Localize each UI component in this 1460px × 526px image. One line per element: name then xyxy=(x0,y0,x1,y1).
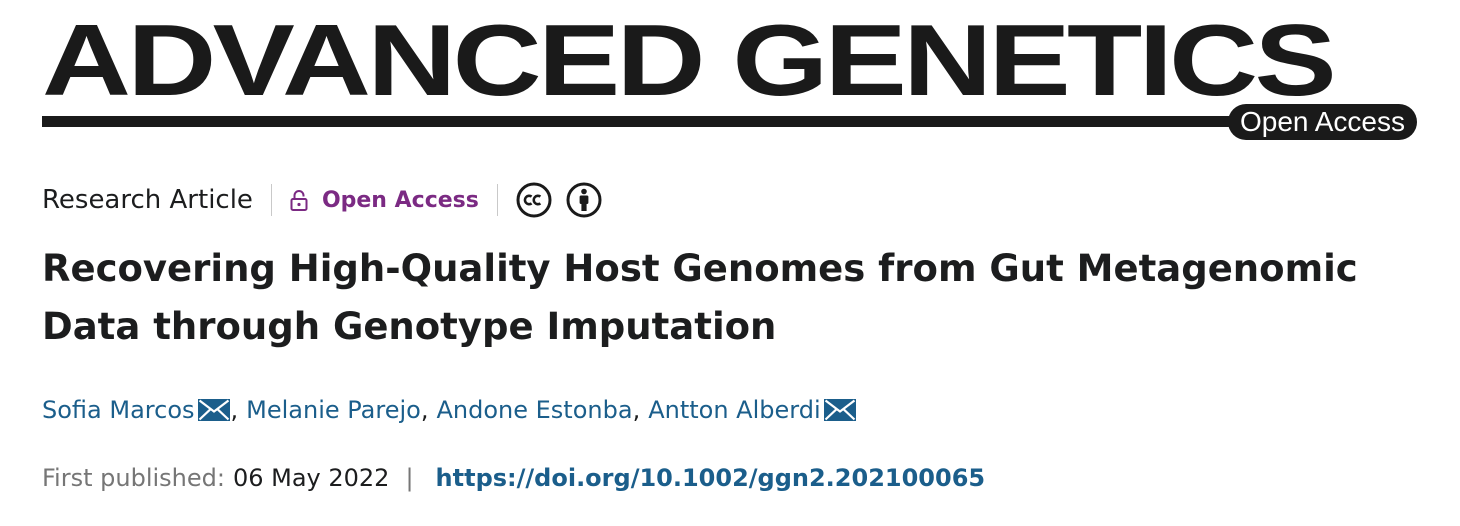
author-link[interactable]: Sofia Marcos xyxy=(42,396,195,424)
email-icon[interactable] xyxy=(823,399,856,421)
journal-masthead: ADVANCED GENETICS Open Access xyxy=(42,5,1422,144)
license-icons[interactable] xyxy=(516,182,616,218)
publication-separator: | xyxy=(405,464,414,492)
author-separator: , xyxy=(632,396,641,424)
article-type: Research Article xyxy=(42,185,253,215)
author-separator: , xyxy=(420,396,429,424)
author-separator: , xyxy=(230,396,239,424)
article-title: Recovering High-Quality Host Genomes fro… xyxy=(42,247,1358,348)
meta-divider xyxy=(496,184,498,216)
open-access-label: Open Access xyxy=(321,187,479,213)
meta-divider xyxy=(270,184,272,216)
creative-commons-icon[interactable] xyxy=(516,182,552,218)
author-list: Sofia Marcos , Melanie Parejo , Andone E… xyxy=(42,390,857,430)
author-link[interactable]: Melanie Parejo xyxy=(246,396,421,424)
attribution-icon[interactable] xyxy=(566,182,602,218)
publication-info: First published: 06 May 2022 | https://d… xyxy=(42,458,985,498)
open-access-badge[interactable]: Open Access xyxy=(290,188,479,213)
masthead-rule xyxy=(42,116,1242,127)
article-meta-row: Research Article Open Access xyxy=(42,178,616,222)
first-published-label: First published: xyxy=(42,464,225,492)
journal-title[interactable]: ADVANCED GENETICS xyxy=(42,5,1337,117)
author-link[interactable]: Antton Alberdi xyxy=(648,396,821,424)
open-access-pill: Open Access xyxy=(1228,104,1417,140)
publication-date: 06 May 2022 xyxy=(232,464,390,492)
email-icon[interactable] xyxy=(197,399,230,421)
author-link[interactable]: Andone Estonba xyxy=(436,396,633,424)
doi-link[interactable]: https://doi.org/10.1002/ggn2.202100065 xyxy=(435,464,986,492)
open-lock-icon xyxy=(290,190,308,211)
